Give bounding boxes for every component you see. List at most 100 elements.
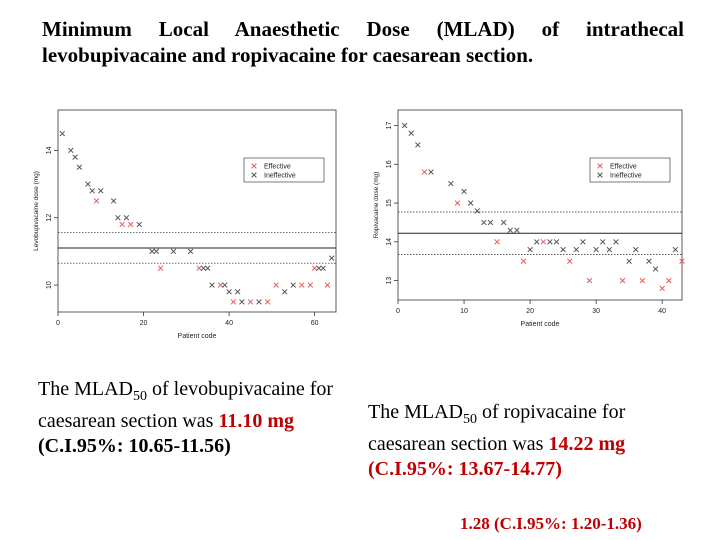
legend-marker [597, 163, 603, 169]
ineffective-point [320, 265, 326, 271]
effective-point [666, 277, 672, 284]
cross-stroke [520, 258, 527, 264]
y-axis-label: Levobupivacaine dose (mg) [33, 171, 40, 251]
cross-stroke [560, 246, 566, 253]
cross-stroke [626, 258, 632, 264]
cross-stroke [401, 122, 408, 129]
y-tick-label: 12 [46, 214, 53, 222]
effective-point [494, 239, 500, 245]
ineffective-point [149, 248, 155, 255]
x-tick-label: 40 [658, 308, 666, 315]
result-dose: 14.22 mg [548, 433, 626, 455]
ineffective-point [560, 246, 566, 253]
y-tick-label: 17 [386, 122, 393, 130]
ineffective-point [606, 246, 613, 253]
cross-stroke [461, 188, 467, 195]
legend-label: Ineffective [610, 173, 642, 180]
cross-stroke [639, 277, 646, 284]
plot-frame [57, 109, 337, 313]
cross-stroke [209, 282, 215, 288]
result-subscript: 50 [462, 412, 477, 427]
result-ci: (C.I.95%: 10.65-11.56) [38, 435, 231, 457]
ineffective-point [481, 219, 487, 226]
cross-stroke [599, 239, 606, 245]
cross-stroke [320, 265, 326, 271]
cross-stroke [307, 282, 314, 288]
ineffective-point [316, 265, 322, 271]
cross-stroke [316, 265, 322, 271]
x-tick-label: 20 [140, 320, 148, 327]
ineffective-point [209, 282, 215, 288]
ineffective-point [626, 258, 632, 264]
ineffective-point [415, 142, 421, 148]
legend-box [243, 157, 325, 183]
cross-stroke [256, 299, 262, 305]
x-tick-label: 0 [396, 308, 400, 315]
effective-point [586, 277, 593, 284]
ropivacaine-result: The MLAD50 of ropivacaine for caesarean … [368, 400, 698, 482]
cross-stroke [586, 277, 593, 284]
cross-stroke [421, 169, 428, 175]
cross-stroke [606, 246, 613, 253]
cross-stroke [507, 227, 514, 233]
cross-stroke [448, 180, 454, 187]
effective-point [619, 277, 626, 284]
ineffective-point [573, 246, 580, 253]
ineffective-point [408, 130, 414, 137]
ineffective-point [500, 219, 507, 226]
cross-stroke [679, 258, 685, 264]
ineffective-point [553, 239, 560, 245]
effective-point [157, 265, 164, 271]
cross-stroke [328, 255, 335, 261]
cross-stroke [566, 258, 573, 264]
ineffective-point [487, 219, 494, 226]
ineffective-point [226, 289, 232, 295]
chart-svg: 0 20 40 60 10 12 14 Patient code Levobupivacaine… [33, 109, 337, 340]
effective-point [127, 221, 134, 228]
ineffective-point [461, 188, 467, 195]
ineffective-point [290, 282, 296, 288]
cross-stroke [110, 198, 117, 204]
levobupivacaine-result: The MLAD50 of levobupivacaine for caesar… [38, 377, 348, 459]
cross-stroke [659, 285, 665, 292]
cross-stroke [553, 239, 560, 245]
cross-stroke [666, 277, 672, 284]
cross-stroke [264, 299, 271, 305]
x-tick-label: 20 [526, 308, 534, 315]
effective-point [639, 277, 646, 284]
ineffective-point [599, 239, 606, 245]
cross-stroke [170, 248, 177, 255]
chart-svg: 0 10 20 30 40 13 14 15 16 17 Patient code Ropivacai… [373, 109, 685, 328]
effective-point [540, 239, 547, 245]
cross-stroke [494, 239, 500, 245]
ineffective-point [59, 130, 66, 137]
cross-stroke [597, 172, 603, 178]
effective-point [454, 200, 461, 206]
ineffective-point [527, 246, 533, 253]
ineffective-point [633, 246, 639, 253]
cross-stroke [290, 282, 296, 288]
legend-marker [251, 172, 257, 178]
cross-stroke [247, 299, 254, 305]
cross-stroke [299, 282, 305, 288]
ineffective-point [200, 265, 207, 271]
ineffective-point [467, 200, 474, 206]
cross-stroke [89, 188, 95, 194]
ineffective-point [115, 214, 121, 221]
cross-stroke [251, 163, 257, 169]
ineffective-point [514, 227, 520, 233]
y-tick-label: 10 [46, 281, 53, 289]
ineffective-point [85, 181, 91, 187]
ineffective-point [580, 239, 586, 245]
cross-stroke [593, 246, 599, 253]
cross-stroke [200, 265, 207, 271]
legend-marker [597, 172, 603, 178]
cross-stroke [136, 221, 143, 228]
cross-stroke [127, 221, 134, 228]
legend-box [589, 157, 671, 183]
ineffective-point [222, 282, 228, 288]
cross-stroke [273, 282, 279, 288]
cross-stroke [408, 130, 414, 137]
ineffective-point [281, 289, 288, 295]
cross-stroke [72, 154, 78, 160]
